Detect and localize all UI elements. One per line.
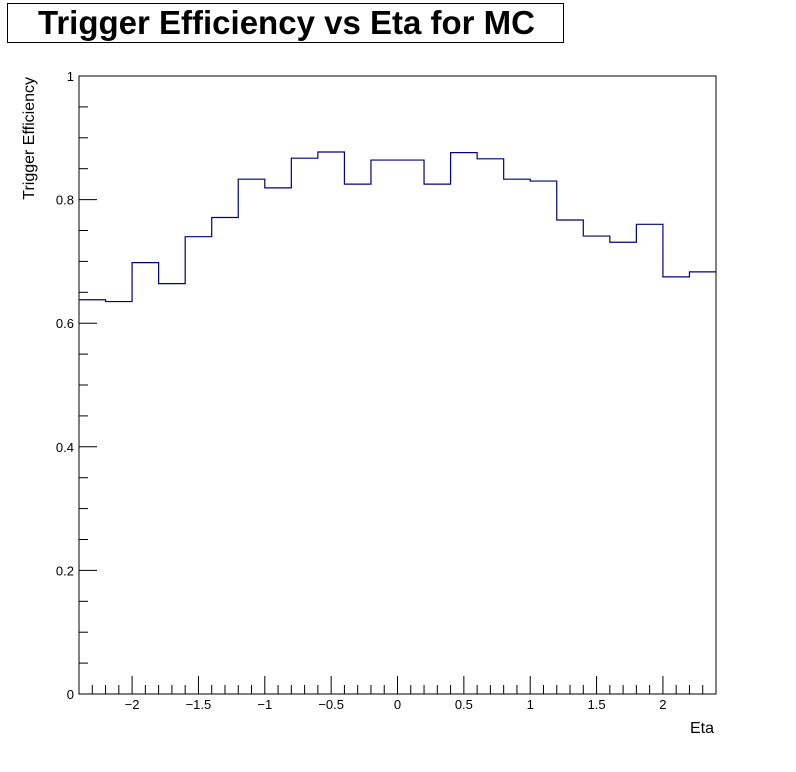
x-tick-label: 0 [394, 697, 401, 712]
y-tick-label: 1 [67, 69, 74, 84]
y-tick-label: 0.6 [56, 316, 74, 331]
x-tick-label: 0.5 [455, 697, 473, 712]
y-tick-label: 0.4 [56, 440, 74, 455]
series-group [79, 151, 716, 303]
y-tick-label: 0.8 [56, 193, 74, 208]
x-axis-ticks [78, 676, 717, 694]
y-tick-label: 0.2 [56, 563, 74, 578]
x-axis-tick-labels: −2 −1.5 −1 −0.5 0 0.5 1 1.5 2 [125, 697, 667, 712]
y-axis-tick-labels: 0 0.2 0.4 0.6 0.8 1 [56, 69, 74, 702]
x-tick-label: 1.5 [588, 697, 606, 712]
y-axis-label: Trigger Efficiency [21, 77, 38, 200]
histogram-step-line [79, 151, 716, 303]
x-tick-label: −2 [125, 697, 140, 712]
x-axis-label: Eta [690, 720, 714, 737]
x-tick-label: −1.5 [186, 697, 212, 712]
plot-frame [78, 75, 717, 695]
chart-title: Trigger Efficiency vs Eta for MC [38, 4, 535, 41]
title-box: Trigger Efficiency vs Eta for MC [7, 3, 564, 43]
y-tick-label: 0 [67, 687, 74, 702]
x-tick-label: −0.5 [318, 697, 344, 712]
x-tick-label: −1 [257, 697, 272, 712]
x-tick-label: 1 [527, 697, 534, 712]
x-tick-label: 2 [659, 697, 666, 712]
y-axis-ticks [79, 75, 97, 695]
